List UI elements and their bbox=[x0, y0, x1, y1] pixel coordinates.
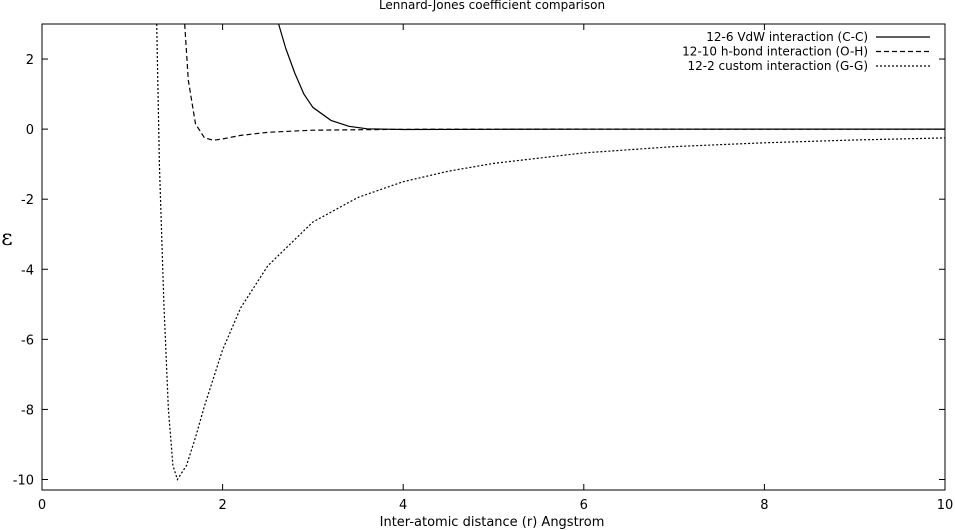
chart-title: Lennard-Jones coefficient comparison bbox=[379, 0, 605, 12]
x-tick-label: 0 bbox=[38, 498, 46, 513]
legend-label: 12-6 VdW interaction (C-C) bbox=[706, 30, 868, 44]
legend-label: 12-10 h-bond interaction (O-H) bbox=[682, 45, 868, 59]
y-axis-label: ε bbox=[1, 226, 12, 251]
y-tick-label: -4 bbox=[21, 263, 34, 278]
x-tick-label: 6 bbox=[580, 498, 588, 513]
series-line-2 bbox=[156, 24, 945, 481]
y-tick-label: -10 bbox=[13, 473, 34, 488]
x-tick-label: 8 bbox=[760, 498, 768, 513]
series-line-1 bbox=[184, 24, 945, 141]
legend: 12-6 VdW interaction (C-C)12-10 h-bond i… bbox=[682, 30, 930, 73]
legend-label: 12-2 custom interaction (G-G) bbox=[688, 59, 869, 73]
plot-frame bbox=[41, 23, 946, 491]
y-tick-label: 2 bbox=[26, 53, 34, 68]
x-tick-label: 2 bbox=[218, 498, 226, 513]
x-axis-label: Inter-atomic distance (r) Angstrom bbox=[380, 515, 605, 530]
tick-labels: 0 2 4 6 8 10 2 0 -2 -4 -6 -8 -10 bbox=[13, 53, 954, 513]
y-tick-label: 0 bbox=[26, 123, 34, 138]
y-tick-label: -6 bbox=[21, 333, 34, 348]
tick-marks bbox=[41, 24, 946, 490]
series-lines bbox=[156, 24, 945, 481]
x-tick-label: 10 bbox=[937, 498, 954, 513]
y-tick-label: -8 bbox=[21, 403, 34, 418]
y-tick-label: -2 bbox=[21, 193, 34, 208]
x-tick-label: 4 bbox=[399, 498, 407, 513]
